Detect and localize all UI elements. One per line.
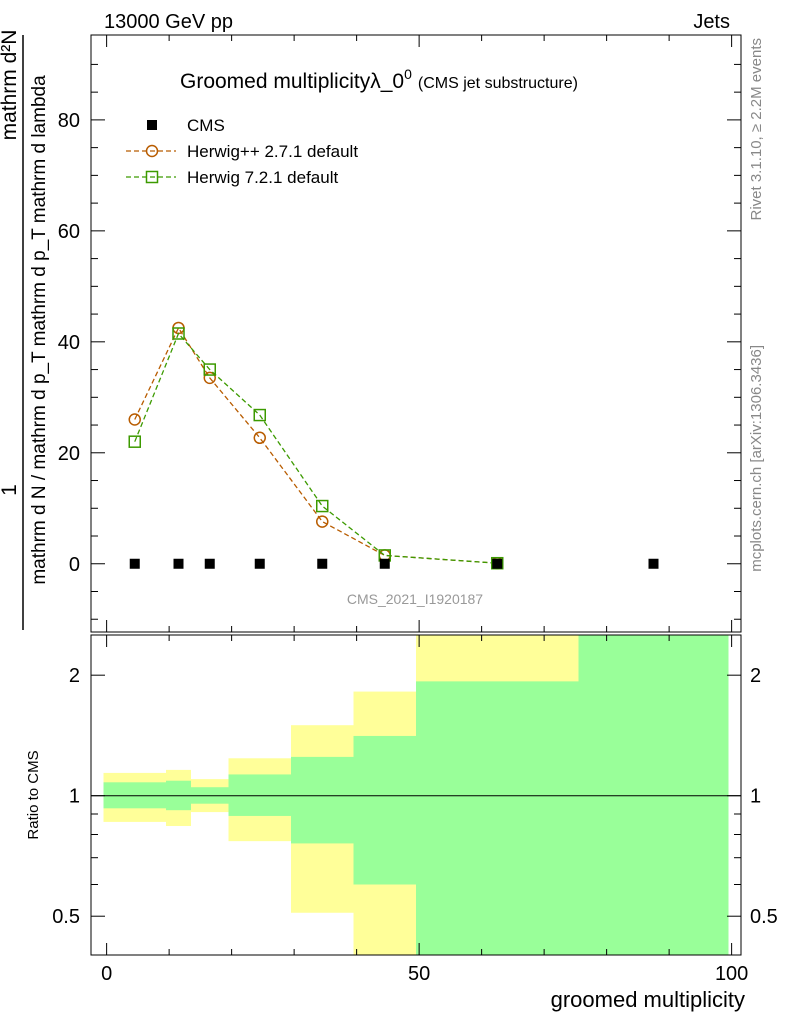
- series-point-1: [203, 371, 216, 385]
- cms-data-point: [648, 558, 659, 569]
- series-point-2: [128, 435, 141, 448]
- x-axis-label: groomed multiplicity: [551, 987, 745, 1012]
- watermark: CMS_2021_I1920187: [347, 591, 483, 607]
- series-point-2: [172, 327, 185, 340]
- chart-title-sup: 0: [404, 66, 412, 82]
- y-tick-label: 0: [69, 554, 80, 576]
- ratio-y-tick-label: 0.5: [52, 906, 80, 928]
- y-label-one: 1: [0, 484, 21, 496]
- series-point-1: [253, 431, 266, 445]
- x-tick-label: 50: [408, 963, 430, 985]
- cms-data-point: [129, 558, 140, 569]
- ratio-y-tick-label-right: 0.5: [750, 906, 778, 928]
- x-tick-label: 100: [715, 963, 748, 985]
- y-tick-label: 40: [58, 332, 80, 354]
- legend-marker-0: [147, 120, 157, 130]
- mcplots-label: mcplots.cern.ch [arXiv:1306.3436]: [748, 345, 765, 572]
- ratio-frame: [90, 634, 742, 956]
- chart-subtitle: (CMS jet substructure): [418, 75, 578, 92]
- green-band-bin: [353, 735, 416, 885]
- chart-title: Groomed multiplicityλ_00(CMS jet substru…: [180, 66, 578, 93]
- series-point-1: [128, 413, 141, 426]
- cms-data-point: [379, 558, 390, 569]
- series-point-2: [316, 499, 329, 513]
- green-band-bin: [416, 681, 579, 955]
- y-label-denominator: mathrm d N / mathrm d p_T mathrm d p_T m…: [29, 75, 50, 585]
- series-line-2: [134, 332, 498, 564]
- series-line-1: [134, 326, 498, 564]
- main-frame: [90, 34, 742, 633]
- ratio-y-tick-label-right: 2: [750, 665, 761, 687]
- legend-marker-1: [145, 144, 159, 158]
- x-tick-label: 0: [101, 963, 112, 985]
- y-tick-label: 20: [58, 443, 80, 465]
- legend-label-2: Herwig 7.2.1 default: [187, 168, 338, 187]
- ratio-y-tick-label: 1: [69, 786, 80, 808]
- ratio-y-axis-label: Ratio to CMS: [25, 750, 42, 839]
- legend-label-0: CMS: [187, 116, 225, 135]
- cms-data-point: [204, 558, 215, 569]
- legend-marker-2: [145, 170, 159, 184]
- header-right: Jets: [693, 11, 730, 33]
- green-band-bin: [578, 635, 729, 955]
- cms-data-point: [254, 558, 265, 569]
- green-band-bin: [291, 756, 354, 844]
- rivet-label: Rivet 3.1.10, ≥ 2.2M events: [748, 38, 765, 221]
- ratio-y-tick-label-right: 1: [750, 786, 761, 808]
- ratio-y-tick-label: 2: [69, 665, 80, 687]
- series-point-2: [253, 408, 266, 422]
- series-point-2: [203, 363, 216, 376]
- cms-data-point: [492, 558, 503, 569]
- cms-data-point: [173, 558, 184, 569]
- y-tick-label: 80: [58, 110, 80, 132]
- series-point-1: [316, 515, 329, 528]
- header-left: 13000 GeV pp: [104, 11, 233, 33]
- cms-data-point: [317, 558, 328, 569]
- y-label-numerator: mathrm d²N: [0, 30, 21, 141]
- legend-label-1: Herwig++ 2.7.1 default: [187, 142, 358, 161]
- y-tick-label: 60: [58, 221, 80, 243]
